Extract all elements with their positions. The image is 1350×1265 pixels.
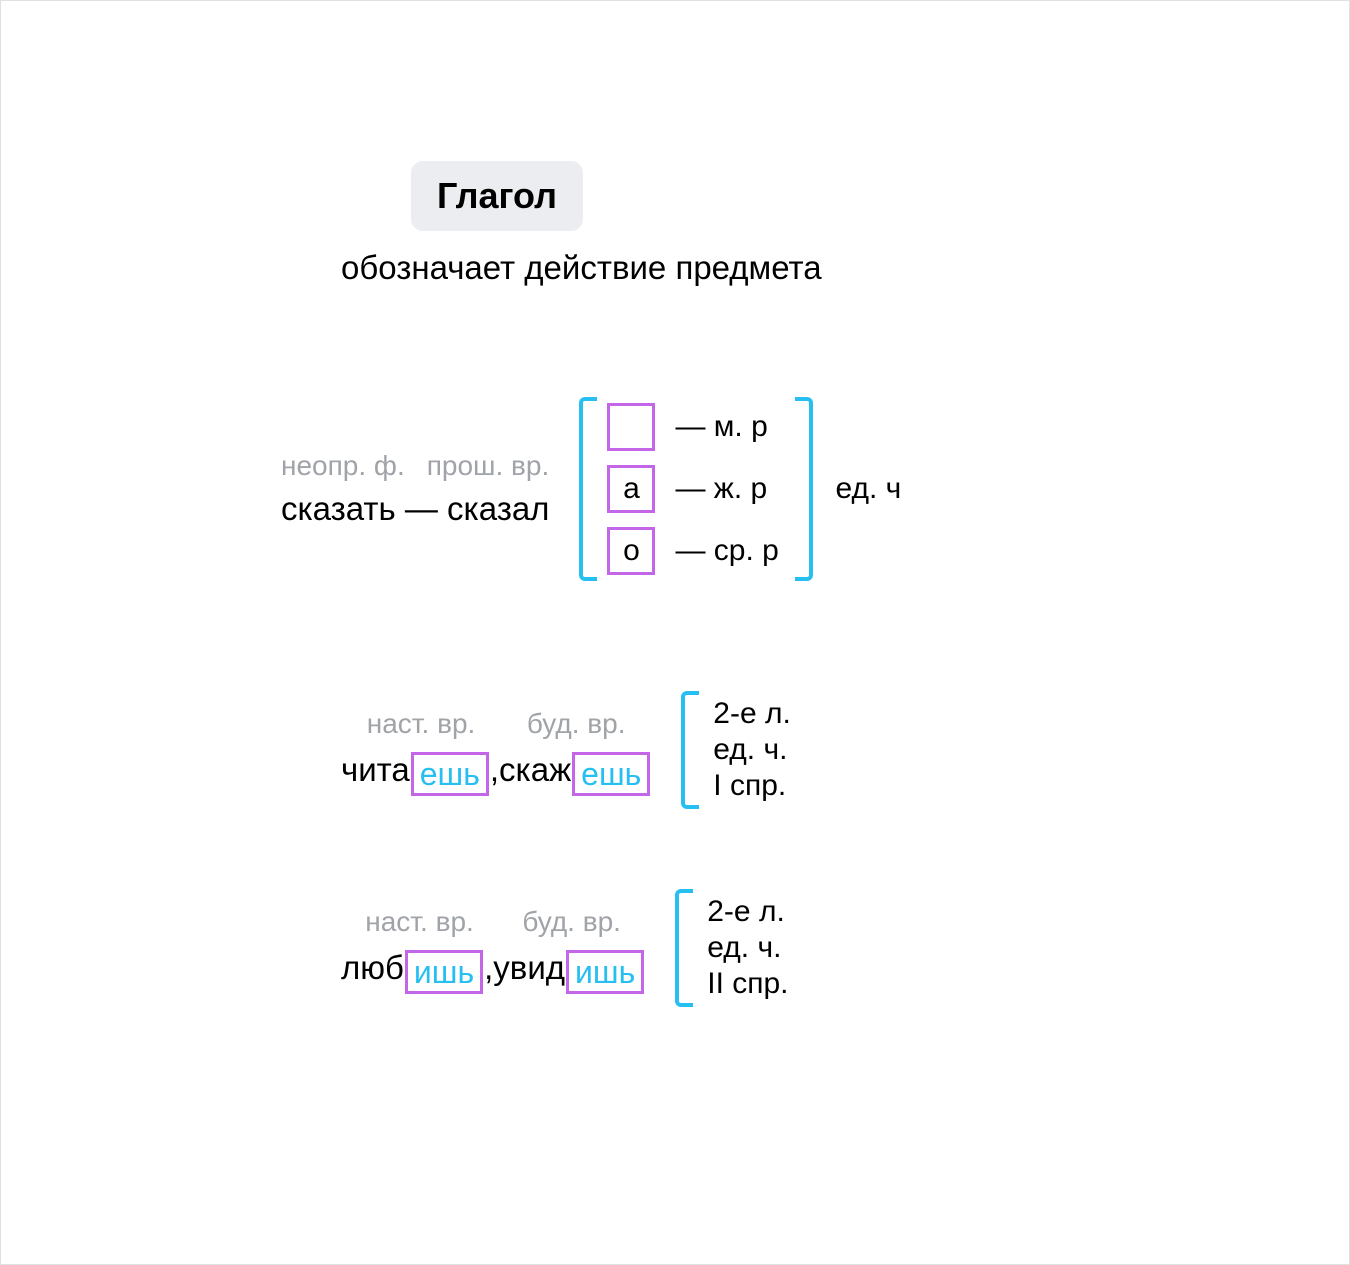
conj1-line: чита ешь , скаж ешь — [341, 748, 651, 792]
subtitle: обозначает действие предмета — [341, 249, 1131, 287]
conj1-info-1: 2-е л. — [713, 697, 791, 731]
conj2-words: наст. вр. буд. вр. люб ишь , увид ишь — [341, 906, 645, 990]
suffix-box-f: а — [607, 465, 655, 513]
open-bracket-icon-2 — [675, 889, 693, 1007]
gender-label-f: — ж. р — [675, 472, 785, 506]
header: Глагол обозначает действие предмета — [341, 161, 1131, 287]
conj1-info: 2-е л. ед. ч. I спр. — [713, 691, 791, 809]
form-labels: неопр. ф. прош. вр. — [281, 450, 549, 482]
singular-label: ед. ч — [835, 472, 901, 506]
open-bracket-icon-1 — [681, 691, 699, 809]
conj1-labels: наст. вр. буд. вр. — [341, 708, 651, 740]
word1-root: чита — [341, 751, 410, 789]
conj1-info-2: ед. ч. — [713, 733, 791, 767]
conj2-labels: наст. вр. буд. вр. — [341, 906, 645, 938]
suffix-box-m — [607, 403, 655, 451]
diagram-container: Глагол обозначает действие предмета неоп… — [281, 161, 1131, 1087]
conj2-info-2: ед. ч. — [707, 931, 788, 965]
gender-row-n: о — ср. р — [607, 527, 785, 575]
conjugation-1-section: наст. вр. буд. вр. чита ешь , скаж ешь 2… — [341, 691, 1131, 809]
word4-root: увид — [493, 949, 565, 987]
conj1-sep: , — [490, 751, 499, 789]
gender-rows: — м. р а — ж. р о — ср. р — [607, 397, 785, 581]
conj1-words: наст. вр. буд. вр. чита ешь , скаж ешь — [341, 708, 651, 792]
gender-row-f: а — ж. р — [607, 465, 785, 513]
future-label-2: буд. вр. — [522, 906, 621, 938]
gender-label-n: — ср. р — [675, 534, 785, 568]
conjugation-2-section: наст. вр. буд. вр. люб ишь , увид ишь 2-… — [341, 889, 1131, 1007]
word3-ending: ишь — [405, 950, 483, 994]
conj2-info-1: 2-е л. — [707, 895, 788, 929]
left-bracket-icon — [579, 397, 597, 581]
conj2-info: 2-е л. ед. ч. II спр. — [707, 889, 788, 1007]
present-label-1: наст. вр. — [367, 708, 476, 740]
word1-ending: ешь — [411, 752, 489, 796]
conj2-info-3: II спр. — [707, 967, 788, 1001]
present-label-2: наст. вр. — [365, 906, 474, 938]
word4-ending: ишь — [566, 950, 644, 994]
past-label: прош. вр. — [427, 450, 550, 482]
gender-label-m: — м. р — [675, 410, 785, 444]
gender-row-m: — м. р — [607, 403, 785, 451]
past-tense-section: неопр. ф. прош. вр. сказать — сказал — м… — [281, 397, 1131, 581]
word2-root: скаж — [499, 751, 571, 789]
suffix-box-n: о — [607, 527, 655, 575]
infinitive-label: неопр. ф. — [281, 450, 405, 482]
future-label-1: буд. вр. — [527, 708, 626, 740]
word2-ending: ешь — [572, 752, 650, 796]
conj2-line: люб ишь , увид ишь — [341, 946, 645, 990]
past-block: неопр. ф. прош. вр. сказать — сказал — [281, 450, 549, 528]
right-bracket-icon — [795, 397, 813, 581]
word3-root: люб — [341, 949, 404, 987]
conj2-sep: , — [484, 949, 493, 987]
past-words: сказать — сказал — [281, 490, 549, 528]
title-pill: Глагол — [411, 161, 583, 231]
gender-bracket: — м. р а — ж. р о — ср. р — [579, 397, 813, 581]
conj1-info-3: I спр. — [713, 769, 791, 803]
